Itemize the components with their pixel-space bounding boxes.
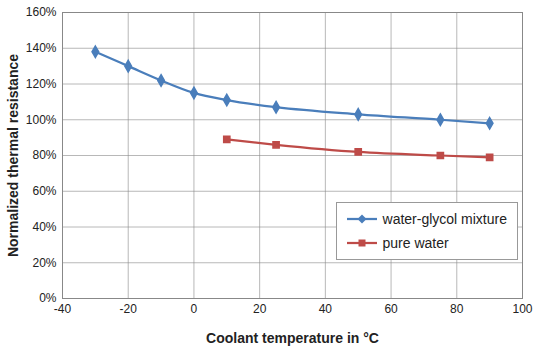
svg-text:-40: -40 [54, 302, 72, 316]
svg-text:80: 80 [450, 302, 464, 316]
svg-text:120%: 120% [26, 77, 57, 91]
svg-text:160%: 160% [26, 5, 57, 19]
html-text:pure water: pure water [382, 235, 449, 251]
svg-text:Normalized thermal resistance: Normalized thermal resistance [5, 54, 21, 257]
html-text:water-glycol mixture: water-glycol mixture [382, 211, 507, 227]
svg-text:60%: 60% [32, 184, 56, 198]
svg-text:40: 40 [319, 302, 333, 316]
svg-text:Coolant temperature in °C: Coolant temperature in °C [206, 330, 379, 346]
svg-text:-20: -20 [120, 302, 138, 316]
svg-text:20: 20 [253, 302, 267, 316]
svg-text:40%: 40% [32, 220, 56, 234]
svg-text:100: 100 [512, 302, 532, 316]
svg-text:0: 0 [191, 302, 198, 316]
svg-text:20%: 20% [32, 256, 56, 270]
svg-text:60: 60 [384, 302, 398, 316]
svg-text:100%: 100% [26, 113, 57, 127]
svg-text:140%: 140% [26, 41, 57, 55]
svg-text:80%: 80% [32, 148, 56, 162]
svg-text:0%: 0% [39, 291, 57, 306]
